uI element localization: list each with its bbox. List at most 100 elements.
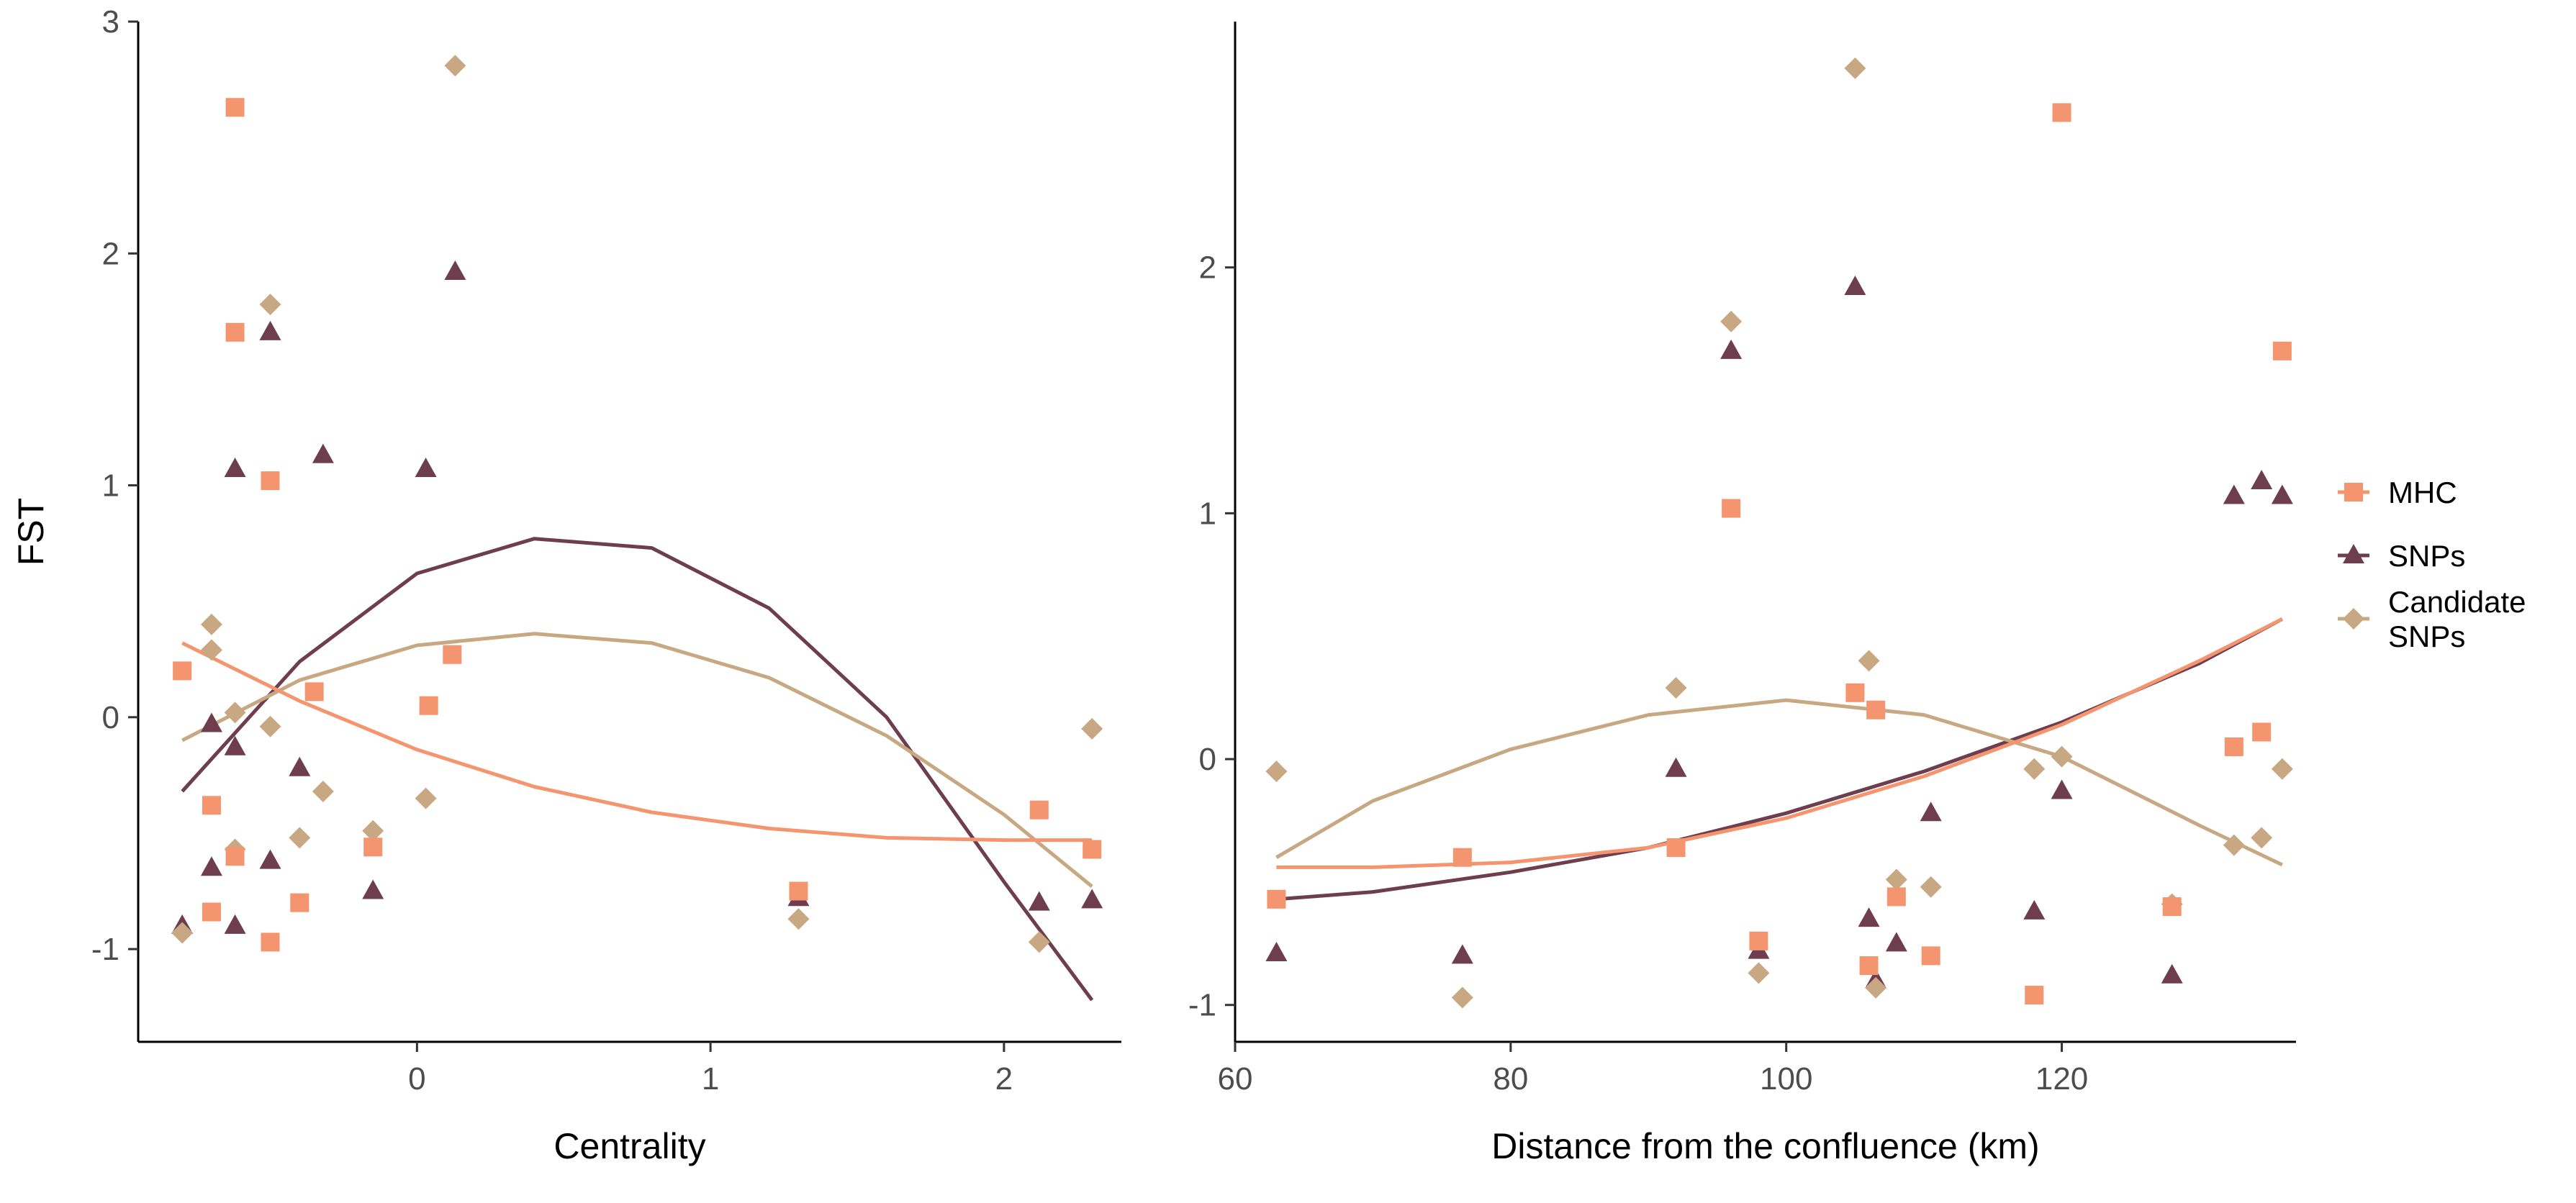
data-point-snps — [224, 735, 246, 755]
data-point-snps — [259, 320, 281, 340]
data-point-mhc — [1666, 838, 1686, 858]
data-point-mhc — [363, 837, 383, 857]
x-tick-label: 60 — [1218, 1061, 1253, 1097]
data-point-mhc — [173, 661, 192, 681]
y-axis-label: FST — [11, 498, 51, 566]
y-tick-label: -1 — [1188, 988, 1216, 1023]
data-point-snps — [362, 879, 384, 899]
data-point-snps — [2023, 899, 2046, 920]
x-tick-label: 0 — [408, 1061, 425, 1097]
data-point-mhc — [1452, 848, 1472, 867]
data-point-snps — [2051, 779, 2073, 799]
data-point-candidate-snps — [2223, 834, 2245, 856]
data-point-mhc — [2224, 737, 2243, 756]
data-point-mhc — [2052, 103, 2071, 122]
data-point-candidate-snps — [362, 820, 384, 842]
data-point-mhc — [2272, 341, 2292, 360]
data-point-mhc — [225, 322, 245, 342]
legend-key-diamond — [2343, 608, 2364, 630]
right-panel: 60 80 100 120 -1 0 1 2 Distance from the conflue… — [1188, 22, 2296, 1166]
data-point-mhc — [202, 902, 221, 922]
data-point-candidate-snps — [1748, 962, 1770, 984]
data-point-candidate-snps — [787, 908, 810, 930]
y-tick-label: 2 — [102, 236, 119, 271]
fit-line-candidate-snps — [1275, 698, 2283, 867]
legend-label: MHC — [2388, 476, 2457, 509]
x-tick-label: 1 — [702, 1061, 719, 1097]
data-point-candidate-snps — [1028, 931, 1050, 953]
data-point-mhc — [1859, 956, 1879, 976]
data-point-mhc — [261, 932, 280, 952]
data-point-snps — [312, 443, 334, 463]
data-point-candidate-snps — [1665, 676, 1687, 699]
data-point-candidate-snps — [1844, 57, 1866, 79]
y-tick-label: 1 — [102, 468, 119, 504]
left-panel: 0 1 2 -1 0 1 2 3 Centrality FST — [11, 4, 1121, 1166]
y-tick-label: -1 — [91, 932, 119, 967]
legend-label: SNPs — [2388, 539, 2465, 573]
data-point-mhc — [1866, 700, 1886, 719]
data-point-mhc — [2025, 986, 2044, 1005]
data-point-candidate-snps — [415, 787, 437, 809]
data-point-mhc — [419, 696, 438, 715]
data-point-snps — [1451, 944, 1473, 964]
data-point-mhc — [1722, 499, 1741, 518]
data-point-snps — [1665, 757, 1687, 777]
data-point-candidate-snps — [1885, 868, 1907, 891]
data-point-candidate-snps — [444, 55, 466, 77]
data-point-snps — [1858, 907, 1880, 927]
data-point-candidate-snps — [2051, 745, 2073, 768]
fit-line-mhc — [181, 641, 1093, 843]
data-point-candidate-snps — [289, 827, 311, 849]
data-point-mhc — [225, 98, 245, 117]
data-point-candidate-snps — [2271, 758, 2293, 780]
x-axis-label: Centrality — [553, 1126, 705, 1166]
x-tick-label: 120 — [2035, 1061, 2088, 1097]
data-point-candidate-snps — [1265, 761, 1288, 783]
data-point-mhc — [2252, 722, 2272, 742]
data-point-mhc — [1845, 683, 1865, 702]
data-point-candidate-snps — [1451, 986, 1473, 1009]
data-point-snps — [1885, 932, 1907, 952]
y-tick-label: 0 — [102, 700, 119, 735]
data-point-snps — [2251, 469, 2273, 489]
data-point-mhc — [443, 645, 462, 664]
data-point-candidate-snps — [1920, 876, 1942, 898]
x-tick-label: 2 — [995, 1061, 1013, 1097]
data-point-mhc — [304, 682, 324, 702]
data-point-candidate-snps — [312, 780, 334, 802]
data-point-snps — [1844, 276, 1866, 296]
data-point-snps — [200, 856, 222, 876]
y-tick-label: 2 — [1199, 250, 1216, 286]
data-point-snps — [259, 849, 281, 869]
data-point-mhc — [1921, 946, 1940, 966]
data-point-mhc — [1083, 840, 1102, 859]
data-point-mhc — [1029, 800, 1049, 820]
data-point-mhc — [1886, 887, 1906, 907]
data-point-snps — [289, 756, 311, 776]
x-axis-label: Distance from the confluence (km) — [1491, 1126, 2039, 1166]
data-point-mhc — [261, 471, 280, 491]
x-tick-label: 80 — [1493, 1061, 1528, 1097]
data-point-snps — [2161, 963, 2183, 984]
data-point-candidate-snps — [224, 702, 246, 724]
legend-label: Candidate — [2388, 585, 2526, 619]
data-point-mhc — [202, 796, 221, 815]
legend-key-triangle — [2343, 544, 2364, 563]
data-point-candidate-snps — [1865, 976, 1887, 999]
data-point-mhc — [225, 847, 245, 866]
data-point-candidate-snps — [1858, 650, 1880, 672]
fit-line-mhc — [1276, 617, 2284, 869]
data-point-candidate-snps — [1720, 310, 1743, 332]
data-point-candidate-snps — [200, 639, 222, 661]
data-point-candidate-snps — [2251, 827, 2273, 849]
fit-line-snps — [1276, 617, 2284, 902]
data-point-candidate-snps — [259, 715, 281, 737]
data-point-snps — [444, 260, 466, 281]
data-point-snps — [2271, 484, 2293, 504]
x-tick-label: 100 — [1760, 1061, 1812, 1097]
data-point-snps — [224, 457, 246, 477]
data-point-snps — [1920, 802, 1942, 822]
